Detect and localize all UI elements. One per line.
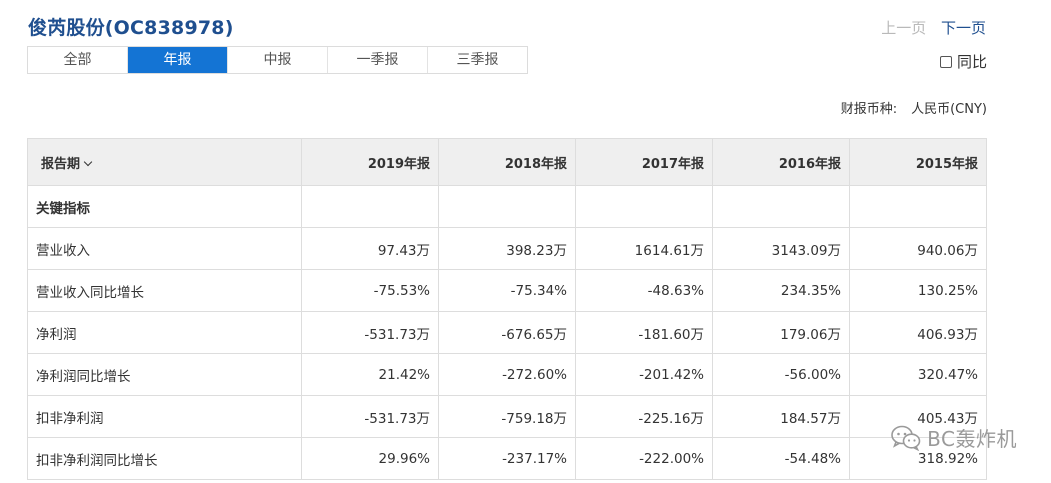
table-cell: -531.73万: [301, 395, 439, 438]
page-title: 俊芮股份(OC838978): [28, 17, 234, 39]
watermark: BC轰炸机: [891, 423, 1017, 452]
table-cell: [849, 185, 987, 228]
table-cell: 406.93万: [849, 311, 987, 354]
table-cell: -676.65万: [438, 311, 576, 354]
prev-page-link[interactable]: 上一页: [881, 19, 927, 37]
table-cell: -237.17%: [438, 437, 576, 480]
yoy-toggle[interactable]: 同比: [939, 51, 987, 72]
tab-interim[interactable]: 中报: [228, 47, 328, 73]
table-row: 营业收入 97.43万 398.23万 1614.61万 3143.09万 94…: [27, 227, 987, 270]
table-cell: -225.16万: [575, 395, 713, 438]
table-cell: 130.25%: [849, 269, 987, 312]
table-cell: 21.42%: [301, 353, 439, 396]
section-title: 关键指标: [27, 185, 302, 228]
table-row: 营业收入同比增长 -75.53% -75.34% -48.63% 234.35%…: [27, 269, 987, 312]
table-row: 扣非净利润同比增长 29.96% -237.17% -222.00% -54.4…: [27, 437, 987, 480]
table-cell: [712, 185, 850, 228]
pager: 上一页 下一页: [871, 17, 986, 38]
table-cell: [438, 185, 576, 228]
table-cell: -54.48%: [712, 437, 850, 480]
period-header-label: 报告期: [41, 156, 81, 172]
section-row: 关键指标: [27, 185, 987, 228]
table-cell: -272.60%: [438, 353, 576, 396]
table-cell: 29.96%: [301, 437, 439, 480]
table-row: 净利润 -531.73万 -676.65万 -181.60万 179.06万 4…: [27, 311, 987, 354]
financial-table: 报告期 2019年报 2018年报 2017年报 2016年报 2015年报 关…: [27, 138, 987, 480]
tab-annual[interactable]: 年报: [128, 47, 228, 73]
table-cell: [301, 185, 439, 228]
column-header: 2016年报: [712, 138, 850, 186]
table-cell: 405.43万: [849, 395, 987, 438]
row-label: 营业收入同比增长: [27, 269, 302, 312]
column-header: 2015年报: [849, 138, 987, 186]
row-label: 扣非净利润同比增长: [27, 437, 302, 480]
table-cell: 234.35%: [712, 269, 850, 312]
table-cell: -75.53%: [301, 269, 439, 312]
table-cell: -75.34%: [438, 269, 576, 312]
chevron-down-icon: [83, 157, 93, 166]
period-sort-header[interactable]: 报告期: [27, 138, 302, 186]
row-label: 净利润: [27, 311, 302, 354]
table-cell: -48.63%: [575, 269, 713, 312]
row-label: 净利润同比增长: [27, 353, 302, 396]
table-header-row: 报告期 2019年报 2018年报 2017年报 2016年报 2015年报: [27, 138, 987, 186]
table-cell: -759.18万: [438, 395, 576, 438]
currency-value: 人民币(CNY): [911, 102, 987, 117]
table-cell: -181.60万: [575, 311, 713, 354]
next-page-link[interactable]: 下一页: [940, 19, 986, 37]
report-type-tabs: 全部 年报 中报 一季报 三季报: [27, 46, 528, 74]
table-cell: 179.06万: [712, 311, 850, 354]
table-cell: -531.73万: [301, 311, 439, 354]
column-header: 2017年报: [575, 138, 713, 186]
table-cell: 320.47%: [849, 353, 987, 396]
yoy-label: 同比: [956, 53, 987, 71]
table-cell: -222.00%: [575, 437, 713, 480]
tab-all[interactable]: 全部: [28, 47, 128, 73]
yoy-checkbox[interactable]: [939, 55, 952, 68]
table-cell: -56.00%: [712, 353, 850, 396]
tab-q3[interactable]: 三季报: [428, 47, 527, 73]
wechat-icon: [891, 425, 921, 451]
table-cell: 97.43万: [301, 227, 439, 270]
table-cell: 3143.09万: [712, 227, 850, 270]
column-header: 2019年报: [301, 138, 439, 186]
table-row: 净利润同比增长 21.42% -272.60% -201.42% -56.00%…: [27, 353, 987, 396]
column-header: 2018年报: [438, 138, 576, 186]
currency-label: 财报币种:: [840, 102, 898, 117]
row-label: 营业收入: [27, 227, 302, 270]
table-cell: 398.23万: [438, 227, 576, 270]
row-label: 扣非净利润: [27, 395, 302, 438]
currency-info: 财报币种: 人民币(CNY): [841, 98, 987, 117]
table-cell: 1614.61万: [575, 227, 713, 270]
table-cell: 184.57万: [712, 395, 850, 438]
tab-q1[interactable]: 一季报: [328, 47, 428, 73]
table-cell: 940.06万: [849, 227, 987, 270]
table-cell: [575, 185, 713, 228]
table-row: 扣非净利润 -531.73万 -759.18万 -225.16万 184.57万…: [27, 395, 987, 438]
watermark-text: BC轰炸机: [927, 427, 1017, 451]
table-cell: -201.42%: [575, 353, 713, 396]
